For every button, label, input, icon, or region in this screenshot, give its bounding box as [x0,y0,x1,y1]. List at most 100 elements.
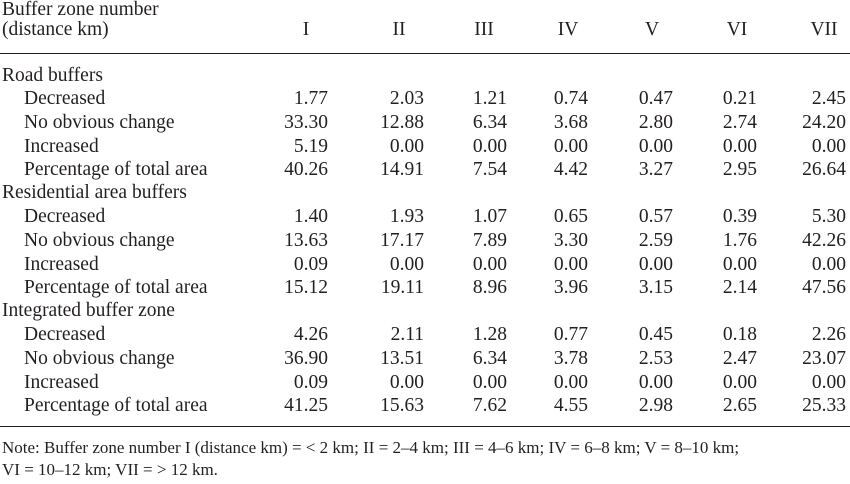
cell: 14.91 [380,159,424,180]
cell: 6.34 [472,348,507,369]
col-header-VII: VII [810,19,838,40]
cell: 3.15 [638,277,673,298]
row-label: Increased [24,136,99,157]
table-row: Decreased 1.40 1.93 1.07 0.65 0.57 0.39 … [0,207,850,231]
cell: 2.45 [811,88,846,109]
cell: 0.39 [722,206,757,227]
cell: 0.00 [722,372,757,393]
header-rule [0,53,850,55]
cell: 2.03 [389,88,424,109]
cell: 0.21 [722,88,757,109]
cell: 3.96 [553,277,588,298]
cell: 5.19 [293,136,328,157]
cell: 25.33 [802,395,846,416]
cell: 1.76 [722,230,757,251]
table-row: Decreased 4.26 2.11 1.28 0.77 0.45 0.18 … [0,325,850,349]
cell: 0.09 [293,372,328,393]
cell: 0.00 [553,254,588,275]
cell: 2.59 [638,230,673,251]
cell: 3.68 [553,112,588,133]
row-label: No obvious change [24,348,175,369]
section-title-residential-buffers: Residential area buffers [2,182,187,203]
section-title-integrated-buffer-zone: Integrated buffer zone [2,300,175,321]
cell: 2.47 [722,348,757,369]
cell: 2.80 [638,112,673,133]
cell: 1.07 [472,206,507,227]
table-row: No obvious change 33.30 12.88 6.34 3.68 … [0,113,850,137]
cell: 5.30 [811,206,846,227]
table-row: Decreased 1.77 2.03 1.21 0.74 0.47 0.21 … [0,89,850,113]
cell: 47.56 [802,277,846,298]
col-header-V: V [644,19,660,40]
table-row: Increased 5.19 0.00 0.00 0.00 0.00 0.00 … [0,137,850,161]
table-row: Percentage of total area 41.25 15.63 7.6… [0,396,850,420]
header-label-line2: (distance km) [2,19,109,40]
cell: 1.77 [293,88,328,109]
cell: 2.53 [638,348,673,369]
cell: 12.88 [380,112,424,133]
cell: 0.00 [638,136,673,157]
cell: 2.98 [638,395,673,416]
cell: 0.45 [638,324,673,345]
cell: 13.63 [284,230,328,251]
cell: 0.00 [472,372,507,393]
cell: 1.93 [389,206,424,227]
table-row: Increased 0.09 0.00 0.00 0.00 0.00 0.00 … [0,255,850,279]
cell: 15.12 [284,277,328,298]
cell: 7.62 [472,395,507,416]
cell: 1.28 [472,324,507,345]
cell: 0.00 [472,254,507,275]
cell: 6.34 [472,112,507,133]
col-header-III: III [474,19,494,40]
cell: 17.17 [380,230,424,251]
cell: 0.00 [553,136,588,157]
cell: 2.95 [722,159,757,180]
col-header-IV: IV [557,19,579,40]
table-row: Percentage of total area 15.12 19.11 8.9… [0,278,850,302]
cell: 26.64 [802,159,846,180]
col-header-II: II [392,19,406,40]
cell: 0.57 [638,206,673,227]
cell: 0.00 [638,372,673,393]
cell: 1.21 [472,88,507,109]
cell: 0.09 [293,254,328,275]
cell: 15.63 [380,395,424,416]
cell: 0.00 [638,254,673,275]
cell: 0.00 [389,372,424,393]
row-label: Percentage of total area [24,277,208,298]
col-header-I: I [302,19,310,40]
cell: 0.65 [553,206,588,227]
table-row: Increased 0.09 0.00 0.00 0.00 0.00 0.00 … [0,373,850,397]
row-label: Decreased [24,324,106,345]
row-label: No obvious change [24,230,175,251]
row-label: Decreased [24,206,106,227]
footer-rule [0,426,850,428]
cell: 2.65 [722,395,757,416]
table-row: Percentage of total area 40.26 14.91 7.5… [0,160,850,184]
cell: 36.90 [284,348,328,369]
row-label: Decreased [24,88,106,109]
cell: 0.00 [722,254,757,275]
table-row: No obvious change 13.63 17.17 7.89 3.30 … [0,231,850,255]
cell: 4.42 [553,159,588,180]
cell: 23.07 [802,348,846,369]
table-row: No obvious change 36.90 13.51 6.34 3.78 … [0,349,850,373]
cell: 0.00 [553,372,588,393]
cell: 40.26 [284,159,328,180]
cell: 2.74 [722,112,757,133]
cell: 0.18 [722,324,757,345]
cell: 0.77 [553,324,588,345]
table-note-line2: VI = 10–12 km; VII = > 12 km. [2,460,218,479]
row-label: No obvious change [24,112,175,133]
cell: 4.26 [293,324,328,345]
cell: 42.26 [802,230,846,251]
col-header-VI: VI [726,19,748,40]
cell: 0.00 [389,136,424,157]
header-label-line1: Buffer zone number [2,0,159,20]
cell: 3.27 [638,159,673,180]
cell: 4.55 [553,395,588,416]
cell: 0.74 [553,88,588,109]
cell: 7.89 [472,230,507,251]
cell: 0.00 [472,136,507,157]
